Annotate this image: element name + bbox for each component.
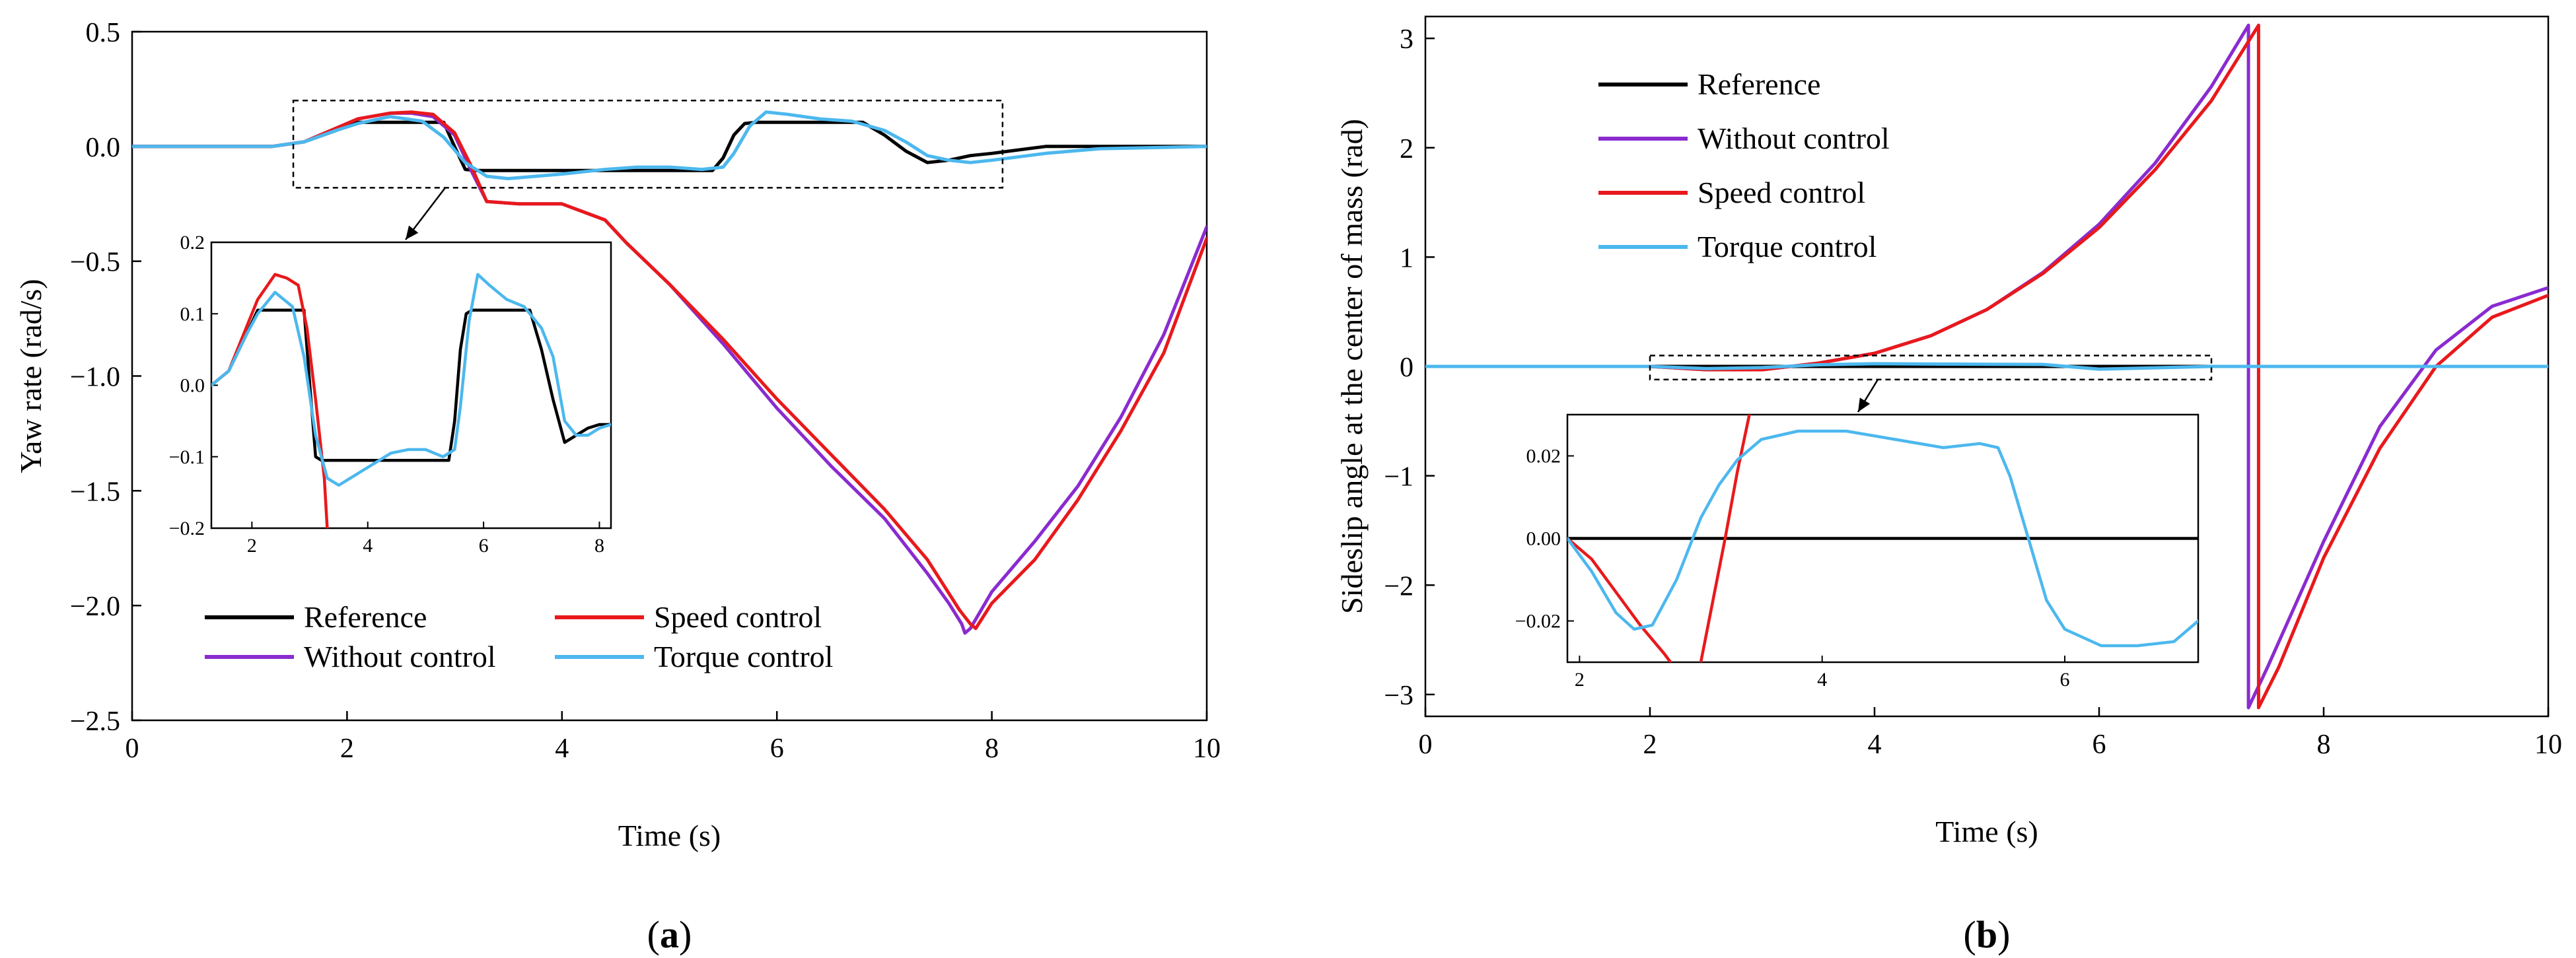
y-tick-label: −1.5 [70, 477, 120, 507]
inset-y-tick-label: 0.2 [180, 232, 205, 254]
y-tick-label: −0.5 [70, 248, 120, 278]
legend-label: Without control [1698, 121, 1890, 155]
inset-frame [210, 241, 612, 530]
y-tick-label: −3 [1384, 681, 1413, 711]
series-line-speed-control [132, 110, 1207, 631]
legend: Reference Speed control Without control Tor… [205, 600, 833, 673]
zoom-arrow-head [406, 225, 419, 240]
series-group [1425, 23, 2548, 710]
legend-label: Without control [304, 640, 496, 673]
y-axis-label: Yaw rate (rad/s) [14, 279, 48, 473]
x-tick-label: 2 [1643, 730, 1657, 760]
x-tick-label: 6 [770, 734, 784, 764]
legend-label: Reference [1698, 67, 1820, 101]
x-tick-label: 8 [2317, 730, 2331, 760]
y-tick-label: 0.5 [86, 18, 121, 48]
y-tick-label: 2 [1400, 134, 1413, 164]
panel-label: (b) [1964, 913, 2011, 956]
zoom-box [292, 100, 1004, 189]
inset-series-group [1567, 415, 2198, 662]
legend-label: Reference [304, 600, 427, 634]
inset-y-tick-label: −0.02 [1515, 611, 1561, 633]
y-tick-label: −2.0 [70, 592, 120, 622]
x-tick-label: 8 [985, 734, 999, 764]
inset-x-tick-label: 8 [594, 535, 604, 557]
inset-x-tick-label: 4 [1817, 669, 1827, 691]
zoom-arrow-head [1858, 397, 1871, 412]
x-tick-label: 10 [2534, 730, 2562, 760]
y-tick-label: 1 [1400, 243, 1413, 273]
x-tick-label: 4 [1868, 730, 1882, 760]
inset-x-tick-label: 2 [1575, 669, 1585, 691]
inset-y-tick-label: 0.1 [180, 303, 205, 325]
y-tick-label: −1.0 [70, 362, 120, 393]
series-line-reference [132, 120, 1207, 172]
panel-label: (a) [647, 913, 692, 956]
inset-y-tick-label: 0.00 [1526, 528, 1561, 550]
legend-label: Torque control [1698, 230, 1877, 263]
inset-series-line-speed-control-rise [1699, 415, 1751, 662]
inset-x-tick-label: 4 [363, 535, 373, 557]
x-axis-label: Time (s) [618, 819, 721, 852]
x-tick-label: 4 [555, 734, 569, 764]
x-axis-label: Time (s) [1935, 815, 2038, 848]
legend: Reference Without control Speed control Tor… [1598, 67, 1890, 263]
panel-a: 0 2 4 6 8 10 0.5 0.0 −0.5 −1.0 −1.5 −2.0 −2.5 Time (s… [14, 18, 1221, 956]
y-tick-label: 3 [1400, 24, 1413, 55]
series-line-torque-control [1425, 362, 2548, 371]
inset-series-line-torque-control [211, 273, 611, 487]
x-tick-label: 6 [2093, 730, 2106, 760]
inset-x-tick-label: 6 [479, 535, 489, 557]
inset-series-line-reference [211, 308, 611, 462]
inset-series-group [211, 273, 611, 528]
y-tick-label: −2 [1384, 571, 1413, 601]
series-group [132, 110, 1207, 635]
y-tick-label: −2.5 [70, 706, 120, 737]
legend-label: Speed control [654, 600, 822, 634]
inset-series-line-speed-control [1567, 537, 1672, 662]
zoom-box [1649, 355, 2213, 381]
inset-y-tick-label: −0.1 [169, 446, 205, 468]
inset-x-tick-label: 6 [2059, 669, 2069, 691]
y-tick-label: 0 [1400, 353, 1413, 383]
legend-label: Torque control [654, 640, 833, 673]
panel-letter: a [660, 913, 679, 956]
y-tick-label: 0.0 [86, 133, 121, 163]
inset-y-tick-label: 0.0 [180, 375, 205, 397]
inset-y-tick-label: −0.2 [169, 518, 205, 539]
legend-label: Speed control [1698, 176, 1865, 209]
series-line-torque-control [132, 110, 1207, 180]
inset-series-line-torque-control [1567, 429, 2198, 648]
panel-letter: b [1976, 913, 1997, 956]
inset-x-tick-label: 2 [247, 535, 257, 557]
y-tick-label: −1 [1384, 462, 1413, 493]
inset-series-line-speed-control [211, 273, 329, 528]
x-tick-label: 10 [1193, 734, 1221, 764]
inset-y-tick-label: 0.02 [1526, 446, 1561, 467]
x-tick-label: 0 [1419, 730, 1433, 760]
y-axis-label: Sideslip angle at the center of mass (ra… [1335, 119, 1369, 614]
x-tick-label: 0 [125, 734, 139, 764]
x-tick-label: 2 [340, 734, 354, 764]
